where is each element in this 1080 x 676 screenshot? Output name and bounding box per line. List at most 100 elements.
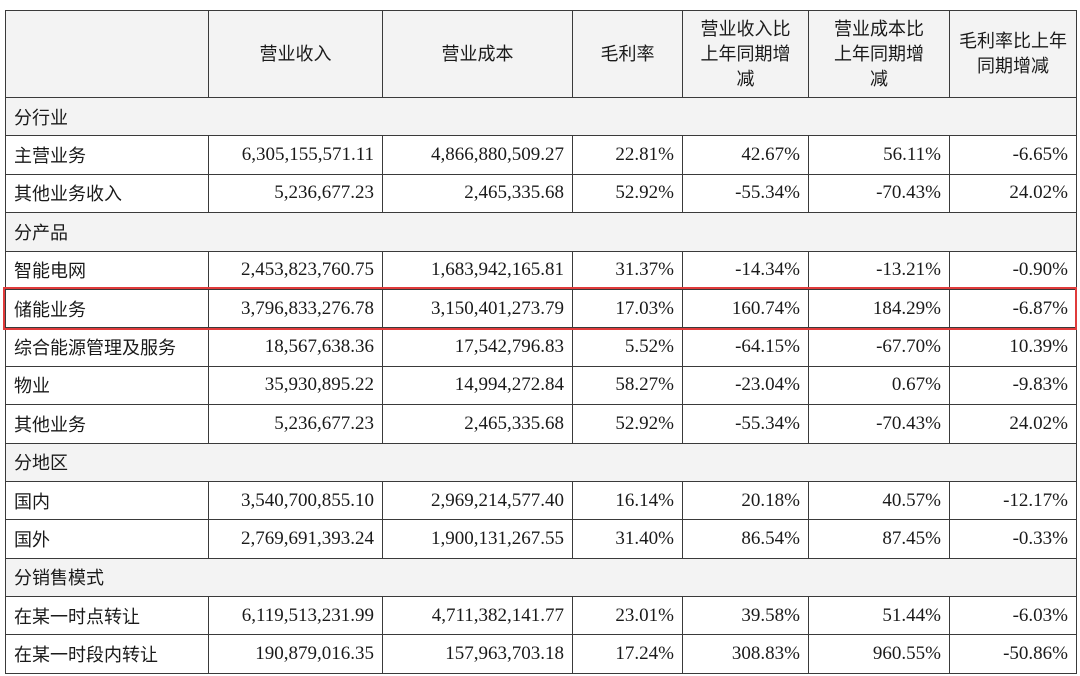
table-row-highlighted: 储能业务 3,796,833,276.78 3,150,401,273.79 17.0… — [5, 288, 1077, 329]
cell-revenue: 35,930,895.22 — [208, 365, 383, 406]
section-label: 分地区 — [5, 442, 1077, 482]
cell-revenue-yoy: 160.74% — [682, 288, 809, 329]
cell-cost: 4,866,880,509.27 — [382, 135, 573, 175]
financial-table: 营业收入 营业成本 毛利率 营业收入比上年同期增减 营业成本比上年同期增减 毛利… — [5, 10, 1077, 674]
row-label: 在某一时点转让 — [5, 596, 209, 636]
row-label: 在某一时段内转让 — [5, 634, 209, 674]
section-label: 分销售模式 — [5, 557, 1077, 598]
cell-cost: 157,963,703.18 — [382, 634, 573, 674]
cell-gross-margin: 52.92% — [572, 173, 683, 214]
cell-revenue-yoy: -55.34% — [682, 173, 809, 214]
header-revenue-yoy: 营业收入比上年同期增减 — [682, 10, 809, 98]
cell-margin-yoy: 24.02% — [949, 173, 1077, 214]
cell-margin-yoy: -0.90% — [949, 250, 1077, 290]
row-label: 其他业务收入 — [5, 173, 209, 214]
cell-cost: 17,542,796.83 — [382, 327, 573, 367]
table-row: 智能电网 2,453,823,760.75 1,683,942,165.81 31.3… — [5, 250, 1077, 290]
header-gross-margin: 毛利率 — [572, 10, 683, 98]
cell-revenue-yoy: 42.67% — [682, 135, 809, 175]
table-row: 综合能源管理及服务 18,567,638.36 17,542,796.83 5.52%… — [5, 327, 1077, 367]
cell-margin-yoy: 24.02% — [949, 404, 1077, 444]
cell-revenue: 3,796,833,276.78 — [208, 288, 383, 329]
section-row: 分产品 — [5, 212, 1077, 252]
table-row: 国内 3,540,700,855.10 2,969,214,577.40 16.14%… — [5, 480, 1077, 521]
cell-revenue-yoy: -64.15% — [682, 327, 809, 367]
cell-cost: 2,969,214,577.40 — [382, 480, 573, 521]
cell-cost-yoy: 184.29% — [808, 288, 950, 329]
row-label: 物业 — [5, 365, 209, 406]
cell-margin-yoy: -12.17% — [949, 480, 1077, 521]
cell-revenue: 6,119,513,231.99 — [208, 596, 383, 636]
cell-cost-yoy: 40.57% — [808, 480, 950, 521]
cell-margin-yoy: -6.87% — [949, 288, 1077, 329]
cell-revenue-yoy: -55.34% — [682, 404, 809, 444]
cell-gross-margin: 23.01% — [572, 596, 683, 636]
header-row: 营业收入 营业成本 毛利率 营业收入比上年同期增减 营业成本比上年同期增减 毛利… — [5, 10, 1077, 98]
table-row: 国外 2,769,691,393.24 1,900,131,267.55 31.40%… — [5, 519, 1077, 559]
cell-cost-yoy: 87.45% — [808, 519, 950, 559]
row-label: 主营业务 — [5, 135, 209, 175]
cell-margin-yoy: -6.65% — [949, 135, 1077, 175]
header-revenue: 营业收入 — [208, 10, 383, 98]
cell-revenue-yoy: -23.04% — [682, 365, 809, 406]
cell-gross-margin: 31.40% — [572, 519, 683, 559]
cell-cost-yoy: -70.43% — [808, 404, 950, 444]
cell-cost: 4,711,382,141.77 — [382, 596, 573, 636]
section-row: 分销售模式 — [5, 557, 1077, 598]
section-label: 分行业 — [5, 96, 1077, 137]
cell-margin-yoy: -50.86% — [949, 634, 1077, 674]
cell-cost: 2,465,335.68 — [382, 173, 573, 214]
cell-cost: 1,900,131,267.55 — [382, 519, 573, 559]
cell-revenue: 5,236,677.23 — [208, 404, 383, 444]
cell-cost-yoy: -13.21% — [808, 250, 950, 290]
cell-cost-yoy: 51.44% — [808, 596, 950, 636]
table-row: 主营业务 6,305,155,571.11 4,866,880,509.27 22.8… — [5, 135, 1077, 175]
cell-margin-yoy: -9.83% — [949, 365, 1077, 406]
cell-cost: 3,150,401,273.79 — [382, 288, 573, 329]
row-label: 其他业务 — [5, 404, 209, 444]
row-label: 国外 — [5, 519, 209, 559]
cell-revenue: 5,236,677.23 — [208, 173, 383, 214]
section-label: 分产品 — [5, 212, 1077, 252]
cell-revenue-yoy: 20.18% — [682, 480, 809, 521]
cell-cost: 1,683,942,165.81 — [382, 250, 573, 290]
table-row: 物业 35,930,895.22 14,994,272.84 58.27% -23.04… — [5, 365, 1077, 406]
cell-revenue: 2,769,691,393.24 — [208, 519, 383, 559]
cell-gross-margin: 17.24% — [572, 634, 683, 674]
cell-cost-yoy: 56.11% — [808, 135, 950, 175]
cell-gross-margin: 58.27% — [572, 365, 683, 406]
cell-revenue: 2,453,823,760.75 — [208, 250, 383, 290]
cell-margin-yoy: -0.33% — [949, 519, 1077, 559]
cell-revenue-yoy: 308.83% — [682, 634, 809, 674]
cell-revenue: 6,305,155,571.11 — [208, 135, 383, 175]
row-label: 综合能源管理及服务 — [5, 327, 209, 367]
cell-revenue-yoy: 39.58% — [682, 596, 809, 636]
cell-revenue: 3,540,700,855.10 — [208, 480, 383, 521]
cell-revenue-yoy: 86.54% — [682, 519, 809, 559]
cell-cost-yoy: 0.67% — [808, 365, 950, 406]
cell-revenue: 190,879,016.35 — [208, 634, 383, 674]
cell-revenue: 18,567,638.36 — [208, 327, 383, 367]
cell-cost-yoy: 960.55% — [808, 634, 950, 674]
table-row: 其他业务 5,236,677.23 2,465,335.68 52.92% -55.34… — [5, 404, 1077, 444]
cell-cost: 14,994,272.84 — [382, 365, 573, 406]
header-empty-cell — [5, 10, 209, 98]
header-cost-yoy: 营业成本比上年同期增减 — [808, 10, 950, 98]
header-cost: 营业成本 — [382, 10, 573, 98]
row-label: 智能电网 — [5, 250, 209, 290]
cell-cost: 2,465,335.68 — [382, 404, 573, 444]
cell-gross-margin: 52.92% — [572, 404, 683, 444]
table-row: 其他业务收入 5,236,677.23 2,465,335.68 52.92% -55.… — [5, 173, 1077, 214]
cell-gross-margin: 5.52% — [572, 327, 683, 367]
row-label: 储能业务 — [5, 288, 209, 329]
cell-gross-margin: 31.37% — [572, 250, 683, 290]
header-margin-yoy: 毛利率比上年同期增减 — [949, 10, 1077, 98]
cell-revenue-yoy: -14.34% — [682, 250, 809, 290]
cell-margin-yoy: 10.39% — [949, 327, 1077, 367]
table-row: 在某一时段内转让 190,879,016.35 157,963,703.18 17.2… — [5, 634, 1077, 674]
cell-gross-margin: 22.81% — [572, 135, 683, 175]
section-row: 分地区 — [5, 442, 1077, 482]
cell-gross-margin: 17.03% — [572, 288, 683, 329]
cell-gross-margin: 16.14% — [572, 480, 683, 521]
section-row: 分行业 — [5, 96, 1077, 137]
